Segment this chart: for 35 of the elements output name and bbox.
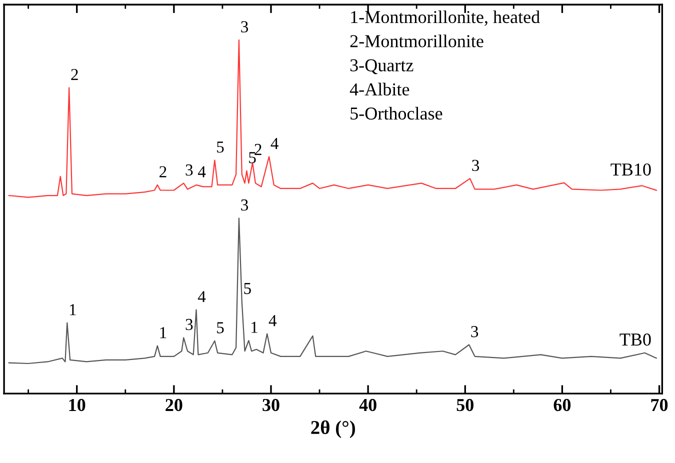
x-axis-title: 2θ (°) (311, 420, 355, 438)
annotation: 5 (244, 282, 251, 294)
annotation: 5 (217, 322, 224, 334)
annotation: 1 (252, 322, 258, 333)
series-label: TB10 (610, 163, 651, 176)
x-tick-label: 40 (359, 398, 376, 412)
annotation: 3-Quartz (350, 59, 414, 74)
annotation: 2 (160, 166, 166, 178)
annotation: 4 (198, 291, 206, 302)
annotation: 5 (217, 142, 224, 153)
annotation: 3 (186, 164, 193, 176)
annotation: 1 (160, 327, 166, 338)
annotation: 3 (472, 160, 480, 172)
x-tick-label: 70 (651, 398, 668, 412)
series-label: TB0 (620, 334, 651, 346)
text: 1-Montmorillonite, heated (351, 10, 540, 26)
annotation: 2 (71, 68, 78, 80)
annotation: 5 (249, 152, 256, 164)
annotation: 3 (186, 318, 193, 330)
annotation: 4 (198, 166, 206, 178)
x-tick-label: 10 (69, 398, 86, 412)
annotation: 4-Albite (350, 82, 410, 96)
annotation: 5-Orthoclase (350, 106, 442, 120)
annotation: 2-Montmorillonite (350, 34, 484, 48)
annotation: 3 (241, 199, 248, 211)
x-tick-label: 20 (166, 398, 182, 412)
annotation: 3 (471, 326, 478, 338)
annotation: 2 (254, 144, 262, 155)
x-tick-label: 30 (262, 398, 280, 412)
annotation: 4 (268, 315, 277, 326)
x-tick-label: 60 (554, 398, 571, 412)
annotation: 1 (70, 304, 76, 316)
x-tick-label: 50 (456, 398, 474, 412)
annotation: 4 (270, 138, 279, 149)
annotation: 3 (241, 21, 248, 32)
